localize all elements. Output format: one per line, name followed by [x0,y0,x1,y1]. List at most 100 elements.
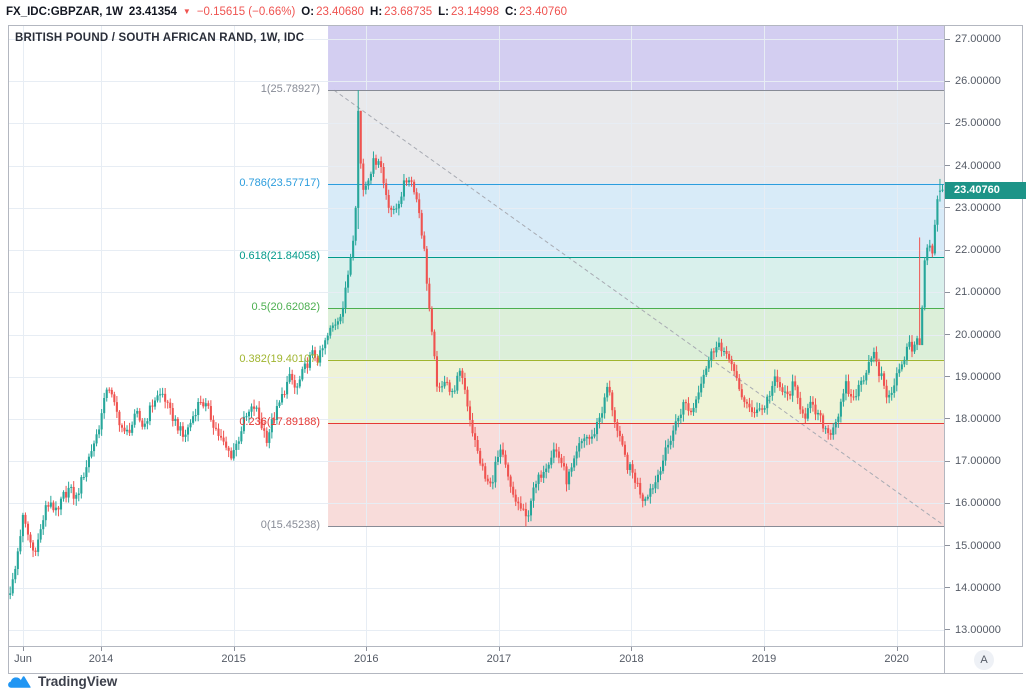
close-value: 23.40760 [519,5,568,18]
time-tick-label: 2019 [751,653,777,665]
candlestick-series [9,90,944,600]
price-tick-mark [945,38,950,40]
time-tick-mark [101,647,102,651]
price-chart-canvas[interactable] [9,26,944,646]
time-tick-mark [499,647,500,651]
price-tick-label: 13.00000 [955,623,1001,636]
price-tick-label: 14.00000 [955,581,1001,594]
low-value: 23.14998 [451,5,499,18]
price-tick-label: 17.00000 [955,455,1001,468]
time-tick-mark [631,647,632,651]
fib-level-label: 0(15.45238) [260,519,321,532]
price-tick-label: 22.00000 [955,244,1001,257]
time-tick-label: 2016 [353,653,379,665]
time-tick-label: 2020 [884,653,909,665]
price-tick-mark [945,249,950,251]
price-tick-mark [945,460,950,462]
fib-trendline [333,89,943,525]
time-tick-label: 2017 [486,653,512,665]
ohlc-open: O: 23.40680 [301,6,364,18]
price-tick-mark [945,502,950,504]
fib-level-label: 1(25.78927) [260,83,321,96]
price-tick-label: 15.00000 [955,539,1001,552]
time-tick-mark [23,647,24,651]
high-label: H: [370,5,383,18]
open-label: O: [301,5,315,18]
fib-level-label: 0.382(19.40107) [239,352,321,365]
price-tick: 22.00000 [945,243,1022,257]
time-tick-mark [897,647,898,651]
price-tick-mark [945,165,950,167]
time-tick-label: 2014 [88,653,114,665]
price-tick-label: 27.00000 [955,33,1001,46]
low-label: L: [438,5,449,18]
high-value: 23.68735 [384,5,433,18]
fib-level-label: 0.5(20.62082) [251,301,321,314]
close-label: C: [504,5,518,18]
tradingview-logo-text: TradingView [38,674,118,689]
price-tick: 13.00000 [945,623,1022,637]
price-down-arrow-icon: ▼ [182,6,191,16]
time-tick-mark [764,647,765,651]
price-tick: 14.00000 [945,581,1022,595]
price-tick-label: 25.00000 [955,117,1001,130]
price-tick-mark [945,334,950,336]
chart-frame: BRITISH POUND / SOUTH AFRICAN RAND, 1W, … [8,25,1026,674]
ohlc-low: L: 23.14998 [438,6,499,18]
grid-lines [9,26,944,646]
price-tick: 16.00000 [945,496,1022,510]
price-tick: 23.00000 [945,201,1022,215]
price-tick-mark [945,545,950,547]
price-tick-label: 23.00000 [955,201,1001,214]
quote-bar: FX_IDC:GBPZAR, 1W 23.41354 ▼ −0.15615 (−… [6,3,567,20]
time-tick-mark [366,647,367,651]
price-tick: 21.00000 [945,285,1022,299]
fib-level-label: 0.786(23.57717) [239,176,321,189]
price-tick-label: 21.00000 [955,286,1001,299]
chart-plot-area[interactable]: BRITISH POUND / SOUTH AFRICAN RAND, 1W, … [9,26,944,646]
chart-title[interactable]: BRITISH POUND / SOUTH AFRICAN RAND, 1W, … [15,32,305,44]
price-tick-mark [945,629,950,631]
last-price: 23.41354 [128,5,177,18]
price-tick: 24.00000 [945,159,1022,173]
price-tick-mark [945,122,950,124]
fib-level-label: 0.236(17.89188) [239,416,321,429]
fib-bands [328,26,944,527]
price-tick-mark [945,587,950,589]
price-change: −0.15615 (−0.66%) [196,5,296,18]
price-tick-label: 18.00000 [955,412,1001,425]
price-tick: 26.00000 [945,74,1022,88]
time-tick-mark [234,647,235,651]
price-tick: 17.00000 [945,454,1022,468]
time-tick-label: Jun [14,653,32,665]
price-tick-label: 19.00000 [955,370,1001,383]
price-tick: 18.00000 [945,412,1022,426]
price-tick-mark [945,80,950,82]
tradingview-logo-icon [8,676,31,688]
price-tick-label: 24.00000 [955,159,1001,172]
price-tick-label: 16.00000 [955,497,1001,510]
price-tick: 25.00000 [945,116,1022,130]
price-tick-label: 20.00000 [955,328,1001,341]
auto-scale-button[interactable]: A [974,650,994,670]
price-tick: 27.00000 [945,32,1022,46]
price-axis[interactable]: 23.40760 27.00000 26.00000 25.00000 24.0000… [944,26,1026,646]
symbol-title[interactable]: FX_IDC:GBPZAR, 1W [6,5,123,18]
open-value: 23.40680 [316,5,365,18]
price-tick-mark [945,376,950,378]
tradingview-logo[interactable]: TradingView [8,674,117,689]
price-tick: 20.00000 [945,328,1022,342]
time-axis[interactable]: Jun 2014 2015 2016 2017 2018 2019 2020 [9,646,944,673]
time-tick-label: 2018 [619,653,644,665]
ohlc-close: C: 23.40760 [505,6,567,18]
price-tick: 19.00000 [945,370,1022,384]
price-tick-mark [945,291,950,293]
ohlc-high: H: 23.68735 [370,6,432,18]
fib-level-label: 0.618(21.84058) [239,249,321,262]
price-tick-mark [945,418,950,420]
current-price-label: 23.40760 [945,182,1026,200]
price-tick-mark [945,207,950,209]
time-tick-label: 2015 [221,653,246,665]
fib-level-lines [328,90,944,527]
